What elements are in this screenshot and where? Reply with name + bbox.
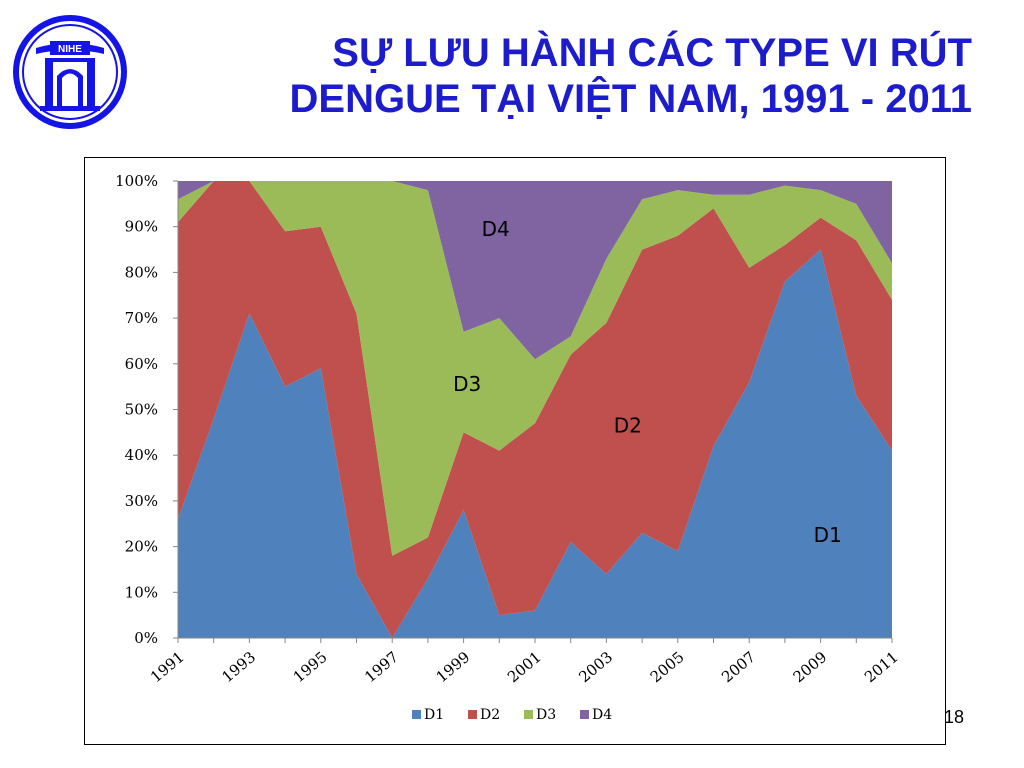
legend-label-d4: D4 xyxy=(592,707,612,723)
nihe-logo: NIHE xyxy=(12,14,128,130)
legend-label-d2: D2 xyxy=(480,707,500,723)
y-tick-label: 90% xyxy=(125,218,158,236)
page-number: 18 xyxy=(944,707,965,727)
stacked-area-chart: 0% 10% 20% 30% 40% 50% 60% 70% 80% 90% 100% 1991 199… xyxy=(115,172,902,723)
logo-text: NIHE xyxy=(58,44,82,55)
x-tick-label: 2007 xyxy=(718,648,759,686)
legend-swatch-d4 xyxy=(580,710,589,719)
x-tick-label: 2011 xyxy=(861,648,902,686)
x-tick-label: 2003 xyxy=(575,648,616,686)
x-tick-label: 1993 xyxy=(218,648,259,686)
area-label-d4: D4 xyxy=(482,217,510,241)
x-tick-label: 1995 xyxy=(290,648,331,686)
y-tick-label: 10% xyxy=(125,583,158,601)
x-tick-label: 2009 xyxy=(790,648,831,686)
area-label-d1: D1 xyxy=(814,523,842,547)
y-tick-label: 20% xyxy=(125,538,158,556)
y-tick-label: 70% xyxy=(125,309,158,327)
y-tick-label: 50% xyxy=(125,401,158,419)
legend-label-d1: D1 xyxy=(424,707,444,723)
temple-gate-icon: NIHE xyxy=(13,15,127,129)
legend-swatch-d3 xyxy=(524,710,533,719)
slide-title: SỰ LƯU HÀNH CÁC TYPE VI RÚT DENGUE TẠI V… xyxy=(152,30,972,122)
y-tick-label: 60% xyxy=(125,355,158,373)
y-tick-label: 80% xyxy=(125,263,158,281)
area-label-d2: D2 xyxy=(614,413,642,437)
y-tick-label: 40% xyxy=(125,446,158,464)
y-tick-label: 0% xyxy=(134,629,158,647)
y-tick-label: 30% xyxy=(125,492,158,510)
area-d1 xyxy=(178,249,892,638)
slide-title-line-1: SỰ LƯU HÀNH CÁC TYPE VI RÚT xyxy=(332,31,972,75)
area-d3 xyxy=(178,181,892,556)
legend-label-d3: D3 xyxy=(536,707,556,723)
x-tick-label: 1997 xyxy=(361,648,402,686)
x-tick-label: 1999 xyxy=(433,648,474,686)
area-d4 xyxy=(178,181,892,360)
x-tick-label: 1991 xyxy=(147,648,188,686)
legend-swatch-d2 xyxy=(468,710,477,719)
area-label-d3: D3 xyxy=(453,372,481,396)
area-d2 xyxy=(178,181,892,638)
slide-title-line-2: DENGUE TẠI VIỆT NAM, 1991 - 2011 xyxy=(289,77,972,121)
y-tick-label: 100% xyxy=(115,172,158,190)
x-tick-label: 2001 xyxy=(504,648,545,686)
legend-swatch-d1 xyxy=(412,710,421,719)
chart-frame: 0% 10% 20% 30% 40% 50% 60% 70% 80% 90% 100% 1991 199… xyxy=(84,157,946,745)
x-tick-label: 2005 xyxy=(647,648,688,686)
